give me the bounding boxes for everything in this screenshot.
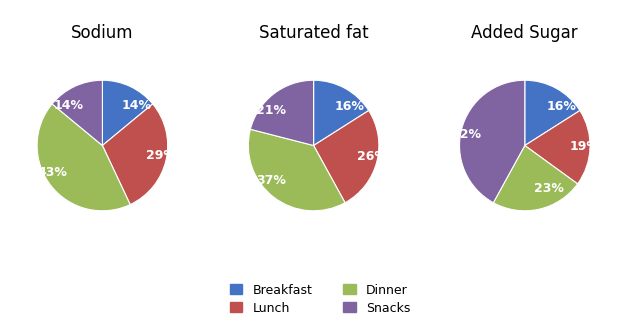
Title: Sodium: Sodium <box>71 25 134 43</box>
Text: 19%: 19% <box>569 140 599 153</box>
Wedge shape <box>314 111 379 203</box>
Text: 29%: 29% <box>146 149 175 162</box>
Text: 43%: 43% <box>38 166 67 179</box>
Title: Saturated fat: Saturated fat <box>259 25 369 43</box>
Wedge shape <box>493 146 578 211</box>
Title: Added Sugar: Added Sugar <box>472 25 578 43</box>
Text: 26%: 26% <box>356 150 387 163</box>
Legend: Breakfast, Lunch, Dinner, Snacks: Breakfast, Lunch, Dinner, Snacks <box>223 277 417 321</box>
Wedge shape <box>314 80 369 146</box>
Text: 23%: 23% <box>534 182 564 195</box>
Text: 42%: 42% <box>452 128 482 141</box>
Text: 16%: 16% <box>546 100 576 113</box>
Wedge shape <box>102 80 153 146</box>
Wedge shape <box>525 111 590 184</box>
Text: 14%: 14% <box>122 99 151 112</box>
Text: 21%: 21% <box>257 104 286 117</box>
Wedge shape <box>250 80 314 146</box>
Wedge shape <box>248 129 345 211</box>
Text: 37%: 37% <box>257 174 286 187</box>
Wedge shape <box>460 80 525 203</box>
Wedge shape <box>525 80 580 146</box>
Text: 14%: 14% <box>54 99 83 112</box>
Wedge shape <box>102 104 168 205</box>
Wedge shape <box>37 104 130 211</box>
Wedge shape <box>52 80 102 146</box>
Text: 16%: 16% <box>335 100 365 113</box>
